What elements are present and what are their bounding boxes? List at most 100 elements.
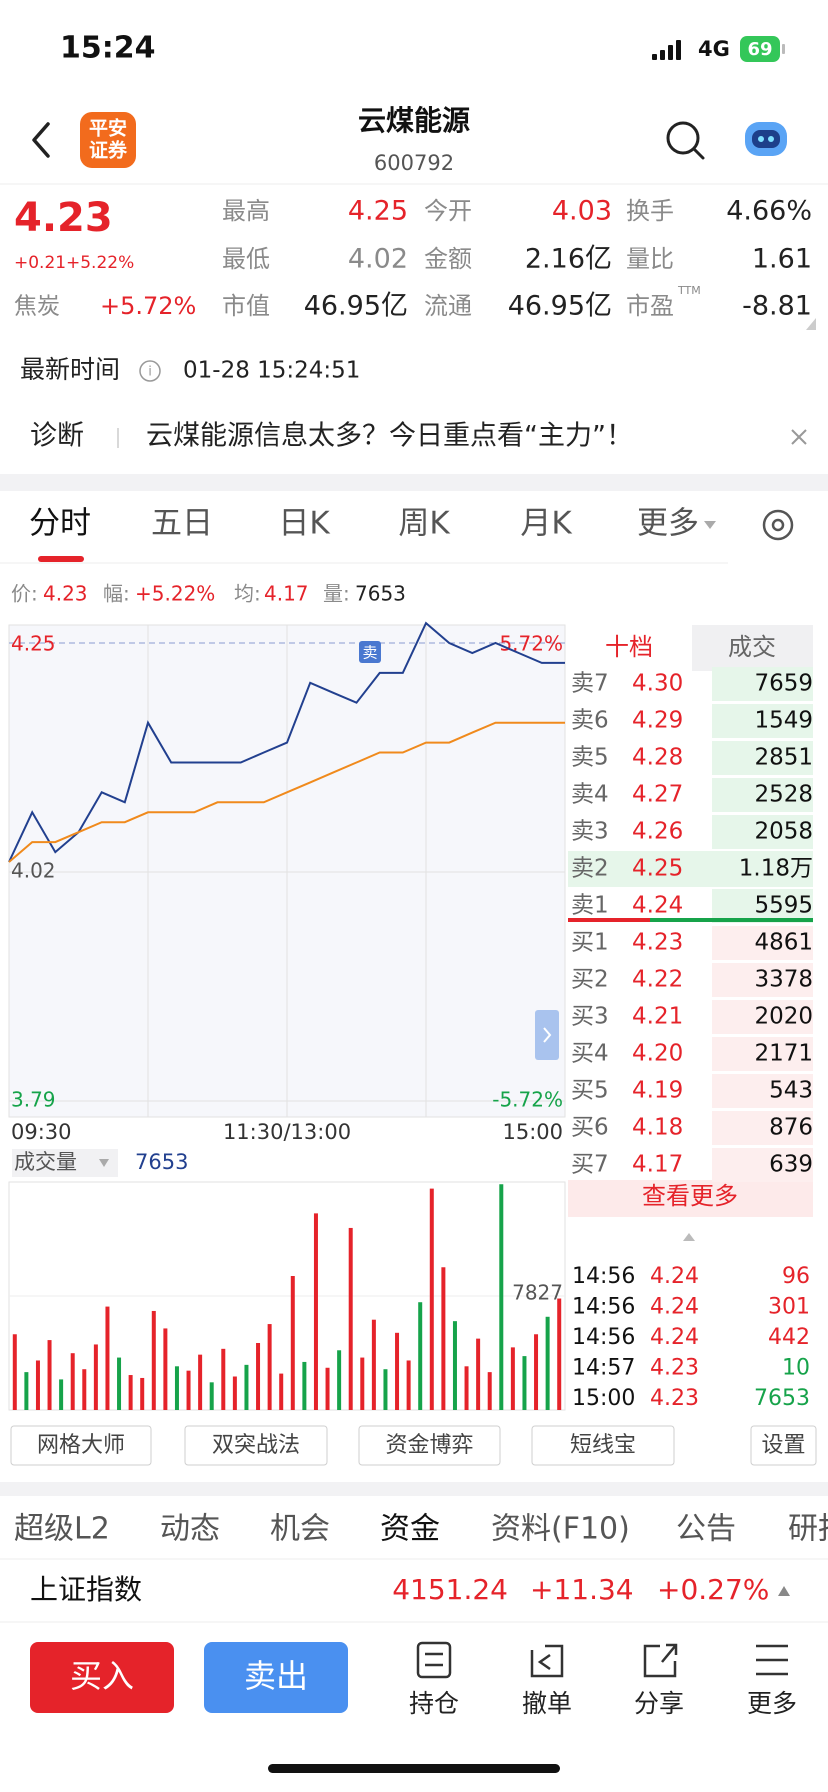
book-price: 4.30 — [632, 671, 683, 697]
book-volume: 4861 — [754, 930, 813, 956]
info-label: 量: — [323, 582, 350, 606]
volume-bar — [209, 1382, 214, 1410]
trade-price: 4.23 — [650, 1356, 699, 1381]
action-label[interactable]: 持仓 — [409, 1689, 459, 1718]
volume-bar — [522, 1356, 527, 1410]
book-volume: 2528 — [754, 782, 813, 808]
action-label[interactable]: 分享 — [634, 1689, 684, 1718]
volume-bar — [360, 1357, 365, 1410]
book-label: 卖1 — [571, 893, 609, 919]
sell-button[interactable] — [204, 1642, 348, 1713]
tool-button[interactable] — [184, 1425, 328, 1466]
update-time: 01-28 15:24:51 — [183, 358, 360, 384]
book-label: 买4 — [571, 1041, 609, 1067]
book-volume: 876 — [769, 1115, 813, 1141]
info-value: 4.17 — [264, 582, 309, 606]
tool-label[interactable]: 双突战法 — [212, 1433, 300, 1458]
book-divider-ask — [568, 918, 650, 922]
stat-value: 46.95亿 — [508, 291, 612, 322]
section-tab[interactable]: 公告 — [676, 1512, 736, 1547]
book-price: 4.21 — [632, 1004, 683, 1030]
stat-value: 46.95亿 — [304, 291, 408, 322]
y-tick-label: 7827 — [512, 1281, 563, 1305]
collapse-arrow — [683, 1233, 695, 1241]
book-label: 买3 — [571, 1004, 609, 1030]
buy-label[interactable]: 买入 — [70, 1657, 134, 1695]
volume-bar — [348, 1227, 353, 1410]
action-icons — [416, 1641, 788, 1679]
dropdown-arrow — [99, 1159, 109, 1167]
volume-bar — [406, 1360, 411, 1410]
more-link[interactable]: 查看更多 — [642, 1182, 738, 1210]
close-button[interactable] — [791, 429, 807, 445]
volume-bar — [232, 1376, 237, 1410]
expand-button[interactable] — [535, 1010, 559, 1060]
tool-button[interactable] — [750, 1425, 817, 1466]
x-tick-label: 09:30 — [11, 1120, 72, 1144]
status-time: 15:24 — [60, 31, 156, 66]
price: 4.23 — [14, 195, 113, 241]
action-label[interactable]: 撤单 — [522, 1689, 572, 1718]
stat-label: 流通 — [424, 292, 472, 320]
section-tab[interactable]: 动态 — [160, 1512, 220, 1547]
section-tab[interactable]: 资料(F10) — [491, 1512, 630, 1547]
volume-bar — [105, 1306, 110, 1410]
action-label[interactable]: 更多 — [747, 1689, 797, 1718]
trade-volume: 7653 — [754, 1386, 810, 1411]
book-volume: 639 — [769, 1152, 813, 1178]
sell-label[interactable]: 卖出 — [244, 1657, 308, 1695]
section-tab[interactable]: 超级L2 — [14, 1512, 110, 1547]
tool-button[interactable] — [531, 1425, 675, 1466]
back-button[interactable] — [32, 122, 50, 158]
assistant-button[interactable] — [745, 122, 787, 156]
tool-label[interactable]: 网格大师 — [37, 1433, 125, 1458]
section-gap — [0, 474, 828, 491]
trade-price: 4.24 — [650, 1295, 699, 1320]
volume-bar — [151, 1310, 156, 1410]
chart-tab[interactable]: 月K — [520, 506, 572, 542]
trade-time: 14:56 — [572, 1325, 635, 1350]
tool-label[interactable]: 设置 — [761, 1433, 805, 1458]
index-name: 上证指数 — [30, 1573, 142, 1606]
tool-button[interactable] — [10, 1425, 152, 1466]
volume-bar — [24, 1372, 29, 1410]
volume-value: 7653 — [135, 1150, 188, 1174]
trade-time: 15:00 — [572, 1386, 635, 1411]
bid-bg — [712, 1037, 813, 1071]
tool-label[interactable]: 短线宝 — [570, 1433, 636, 1458]
section-tab[interactable]: 资金 — [380, 1512, 440, 1547]
diagnosis-text[interactable]: 云煤能源信息太多？今日重点看“主力”！ — [146, 421, 633, 452]
stat-label: 最低 — [222, 245, 270, 273]
tool-button[interactable] — [358, 1425, 501, 1466]
chart-tab[interactable]: 更多 — [637, 506, 699, 542]
volume-bar — [174, 1366, 179, 1410]
buy-button[interactable] — [30, 1642, 174, 1713]
corner-mark — [806, 318, 816, 330]
stat-label: 市值 — [222, 292, 270, 320]
volume-bar — [59, 1379, 64, 1410]
y-tick-label: 4.25 — [11, 632, 56, 656]
expand-arrow — [778, 1586, 790, 1596]
volume-bar — [221, 1348, 226, 1410]
chart-tab[interactable]: 日K — [278, 506, 330, 542]
stat-label: 量比 — [626, 245, 674, 273]
info-icon — [139, 360, 161, 382]
book-volume: 2058 — [754, 819, 813, 845]
trade-marker — [359, 641, 381, 663]
chart-tab[interactable]: 五日 — [151, 506, 213, 542]
volume-bar — [429, 1188, 434, 1410]
update-label: 最新时间 — [20, 355, 120, 384]
settings-button[interactable] — [762, 509, 794, 541]
volume-bar — [290, 1276, 295, 1410]
book-volume: 2020 — [754, 1004, 813, 1030]
search-button[interactable] — [666, 121, 705, 160]
chart-tab[interactable]: 周K — [398, 506, 450, 542]
section-tab[interactable]: 机会 — [270, 1512, 330, 1547]
tool-label[interactable]: 资金博弈 — [385, 1433, 473, 1458]
section-tab[interactable]: 研报 — [788, 1512, 828, 1547]
volume-bar — [383, 1369, 388, 1410]
chart-tab[interactable]: 分时 — [29, 506, 91, 542]
volume-bar — [510, 1347, 515, 1410]
volume-bar — [244, 1364, 249, 1410]
broker-logo — [80, 112, 136, 168]
